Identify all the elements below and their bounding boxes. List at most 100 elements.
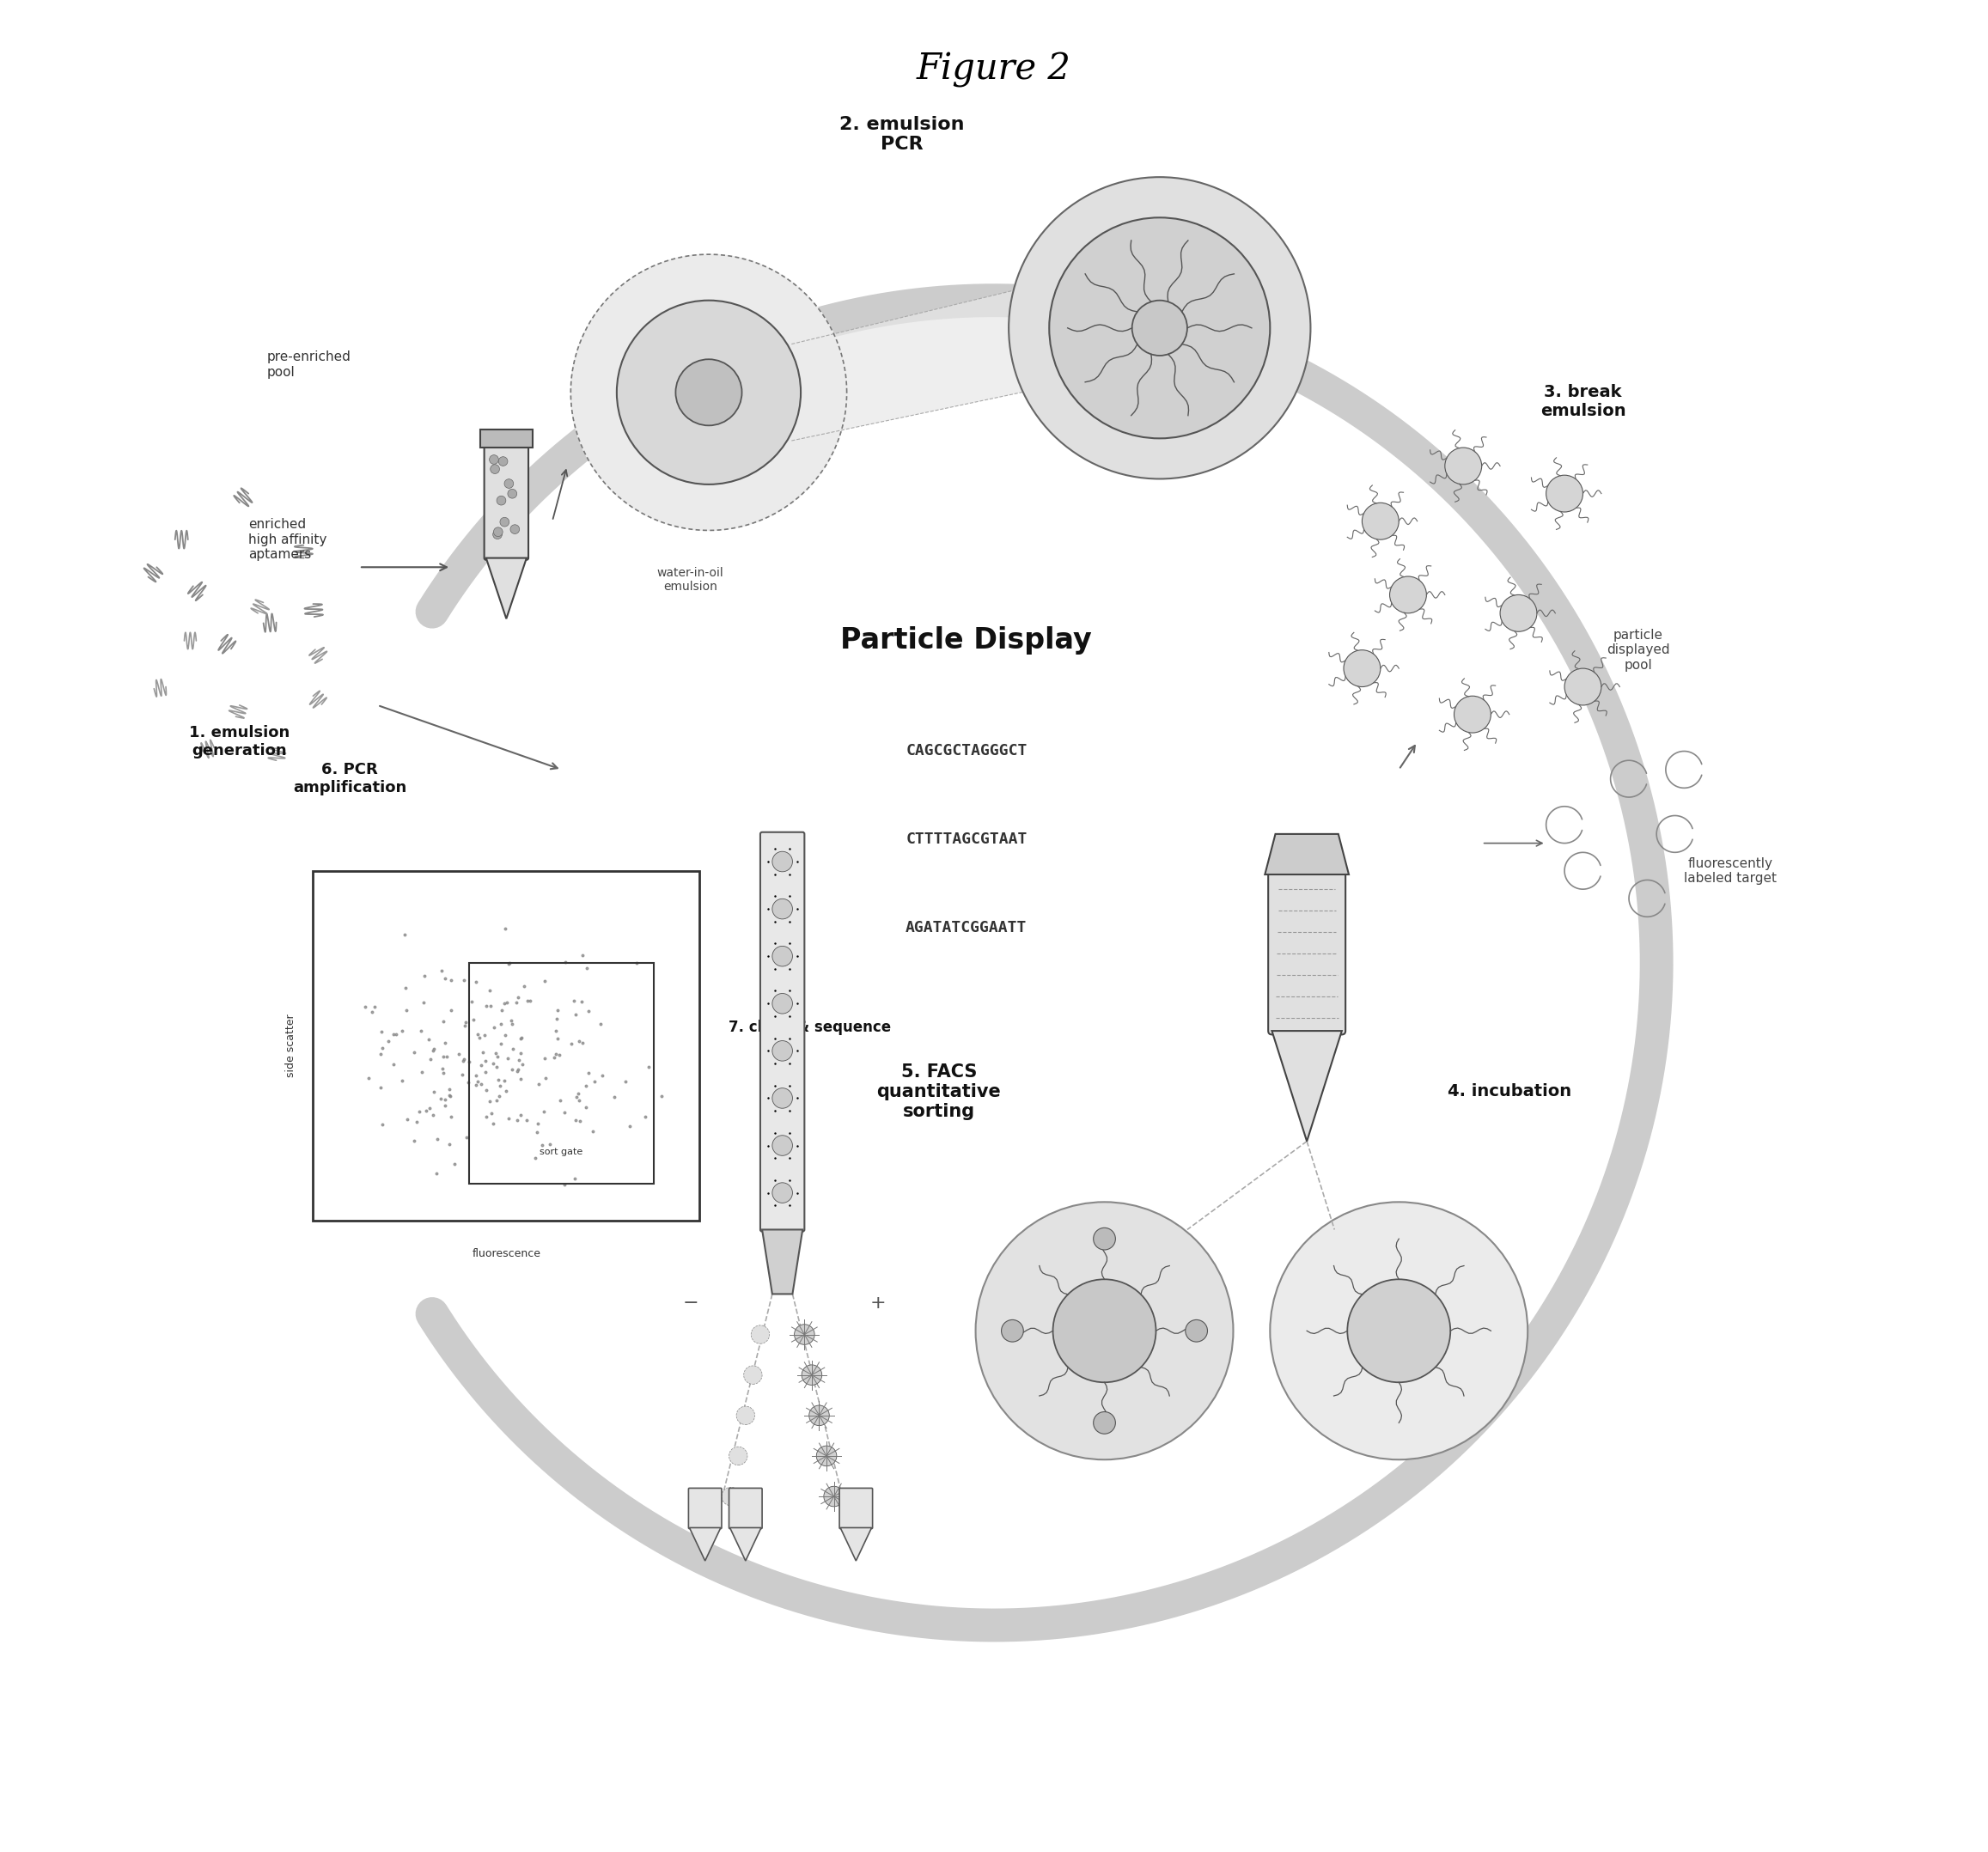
FancyBboxPatch shape [312, 870, 700, 1220]
Point [549, 1170, 580, 1200]
Point [493, 948, 525, 978]
Point [453, 1069, 485, 1098]
Circle shape [1093, 1411, 1115, 1433]
Point [555, 1028, 586, 1057]
Circle shape [491, 465, 499, 474]
Circle shape [771, 898, 793, 919]
Point [429, 1091, 461, 1120]
Point [541, 1004, 573, 1033]
Circle shape [771, 1041, 793, 1061]
Point [541, 1039, 573, 1069]
Point [433, 1080, 465, 1109]
Point [350, 993, 382, 1022]
Point [392, 1106, 423, 1135]
Point [505, 1100, 537, 1130]
Point [427, 1043, 459, 1072]
Circle shape [771, 1135, 793, 1156]
Point [408, 987, 439, 1017]
Point [493, 948, 525, 978]
Point [495, 1006, 527, 1035]
Text: −: − [682, 1295, 698, 1311]
Circle shape [1054, 1280, 1155, 1382]
Point [545, 1085, 577, 1115]
FancyBboxPatch shape [1268, 870, 1346, 1035]
Circle shape [497, 496, 505, 506]
Point [563, 1080, 594, 1109]
Text: sort gate: sort gate [541, 1148, 582, 1156]
Point [521, 1109, 553, 1139]
Point [453, 1046, 485, 1076]
Circle shape [493, 530, 503, 539]
Point [425, 956, 457, 985]
Text: AGATATCGGAATT: AGATATCGGAATT [907, 920, 1028, 935]
Point [563, 1085, 594, 1115]
Circle shape [1565, 669, 1600, 706]
Circle shape [771, 993, 793, 1013]
Point [465, 1050, 497, 1080]
Point [561, 1082, 592, 1111]
Text: 4. incubation: 4. incubation [1447, 1083, 1571, 1100]
Circle shape [1501, 594, 1537, 632]
Point [378, 1050, 410, 1080]
Circle shape [1453, 696, 1491, 733]
Point [559, 1163, 590, 1193]
Point [429, 963, 461, 993]
Point [584, 1009, 616, 1039]
Point [571, 1070, 602, 1100]
Circle shape [676, 359, 742, 426]
Circle shape [489, 456, 499, 465]
Point [614, 1111, 646, 1141]
Point [366, 1072, 398, 1102]
Polygon shape [761, 1230, 803, 1295]
Circle shape [751, 1326, 769, 1345]
Point [567, 987, 598, 1017]
Point [417, 1100, 449, 1130]
Point [427, 1057, 459, 1087]
Text: CTTTTAGCGTAAT: CTTTTAGCGTAAT [907, 832, 1028, 846]
Circle shape [1050, 217, 1270, 439]
Point [445, 1059, 477, 1089]
Polygon shape [730, 1528, 761, 1561]
Point [487, 989, 519, 1019]
Point [398, 1037, 429, 1067]
Point [459, 1070, 491, 1100]
Point [417, 1035, 449, 1065]
Point [598, 1082, 630, 1111]
Text: 5. FACS
quantitative
sorting: 5. FACS quantitative sorting [877, 1063, 1002, 1120]
Point [390, 920, 421, 950]
FancyBboxPatch shape [759, 832, 805, 1232]
Point [402, 1107, 433, 1137]
Point [495, 1009, 527, 1039]
Text: side scatter: side scatter [286, 1015, 296, 1078]
Circle shape [771, 1183, 793, 1204]
Circle shape [1348, 1280, 1451, 1382]
Point [366, 1017, 398, 1046]
Point [429, 1028, 461, 1057]
Point [433, 1074, 465, 1104]
Point [449, 1007, 481, 1037]
Point [449, 1011, 481, 1041]
Point [465, 1069, 497, 1098]
Point [485, 1009, 517, 1039]
Circle shape [801, 1365, 821, 1385]
Text: enriched
high affinity
aptamers: enriched high affinity aptamers [248, 519, 328, 561]
Point [571, 954, 602, 983]
Point [511, 987, 543, 1017]
Circle shape [1344, 650, 1380, 687]
Point [497, 1054, 529, 1083]
Point [447, 965, 479, 995]
Point [463, 1022, 495, 1052]
Circle shape [1445, 448, 1481, 485]
Point [471, 991, 503, 1020]
Point [457, 1006, 489, 1035]
Text: 7. clone & sequence: 7. clone & sequence [730, 1019, 891, 1035]
Text: 1. emulsion
generation: 1. emulsion generation [189, 726, 290, 759]
FancyBboxPatch shape [730, 1489, 761, 1528]
Point [410, 1096, 441, 1126]
Text: 3. break
emulsion: 3. break emulsion [1541, 383, 1626, 419]
Point [501, 987, 533, 1017]
Point [481, 1052, 513, 1082]
Text: 2. emulsion
PCR: 2. emulsion PCR [839, 117, 964, 154]
Point [491, 1045, 523, 1074]
Circle shape [795, 1324, 815, 1345]
